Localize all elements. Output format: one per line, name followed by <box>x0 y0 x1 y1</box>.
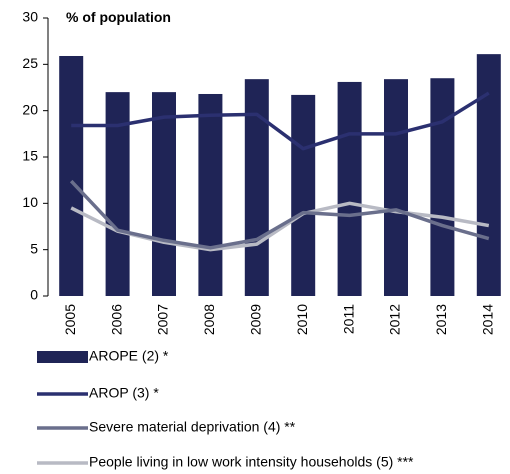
x-tick-label: 2009 <box>248 304 264 335</box>
x-tick-label: 2013 <box>433 304 449 335</box>
bar <box>291 94 316 296</box>
line <box>69 179 490 250</box>
legend-label: AROP (3) * <box>89 385 159 401</box>
y-tick-label: 15 <box>22 148 38 164</box>
x-tick-label: 2014 <box>480 304 496 335</box>
y-axis-label: % of population <box>66 9 171 25</box>
x-tick-label: 2006 <box>108 304 124 335</box>
legend-label: People living in low work intensity hous… <box>89 454 414 470</box>
line <box>71 91 490 151</box>
bar <box>152 92 176 296</box>
bar <box>476 54 501 296</box>
bar <box>244 79 269 296</box>
x-tick-label: 2011 <box>340 304 356 334</box>
legend-label: AROPE (2) * <box>89 348 169 364</box>
bar <box>384 79 408 296</box>
x-tick-label: 2012 <box>387 304 403 335</box>
legend-label: Severe material deprivation (4) ** <box>89 419 296 435</box>
legend-swatch <box>37 351 88 363</box>
y-tick-label: 25 <box>22 55 38 71</box>
bar <box>430 78 455 296</box>
y-tick-label: 20 <box>22 101 38 117</box>
x-tick-label: 2005 <box>62 304 78 335</box>
y-tick-label: 30 <box>22 9 38 25</box>
bar <box>59 55 84 296</box>
y-tick-label: 10 <box>22 194 38 210</box>
x-tick-label: 2007 <box>155 304 171 335</box>
bar <box>198 93 223 296</box>
y-tick-label: 0 <box>30 287 38 303</box>
y-tick-label: 5 <box>30 240 38 256</box>
bar <box>337 81 362 296</box>
x-tick-label: 2008 <box>201 304 217 335</box>
x-tick-label: 2010 <box>294 304 310 335</box>
